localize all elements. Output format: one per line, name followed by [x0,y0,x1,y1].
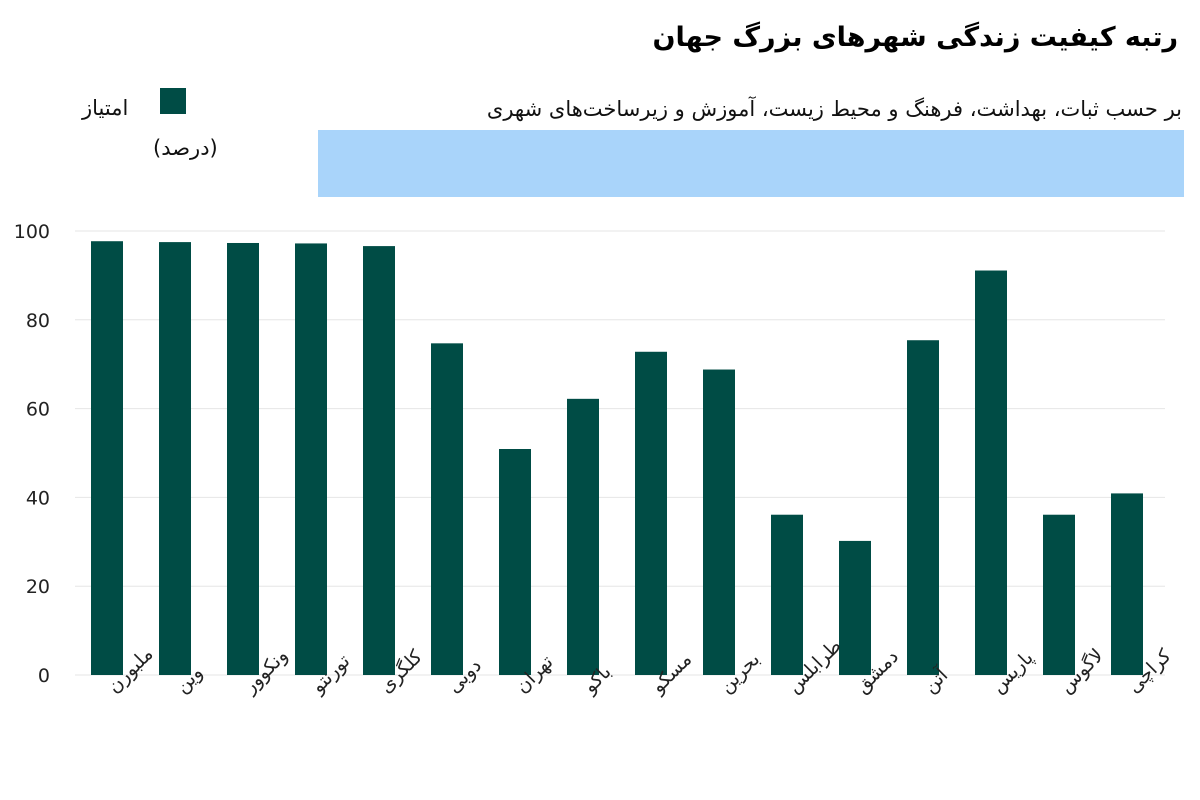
bar [431,343,463,675]
bar [499,449,531,675]
chart-subtitle: بر حسب ثبات، بهداشت، فرهنگ و محیط زیست، … [486,97,1182,121]
bar [567,398,599,675]
bar [1043,514,1075,675]
subtitle-highlight-band [318,130,1184,197]
bar [1111,493,1143,675]
y-tick-label: 80 [26,310,50,332]
bar [91,241,123,675]
bar [227,242,259,675]
y-tick-label: 100 [14,221,50,243]
legend-swatch [160,88,186,114]
bar [159,242,191,675]
bar [363,246,395,675]
bar [295,243,327,675]
legend-unit: (درصد) [153,136,218,160]
chart-title: رتبه کیفیت زندگی شهرهای بزرگ جهان [652,22,1179,53]
y-tick-labels: 0 20 40 60 80 100 [14,221,50,687]
y-tick-label: 20 [26,576,50,598]
bar [975,270,1007,675]
bar [907,340,939,675]
bars [91,241,1143,675]
y-tick-label: 40 [26,487,50,509]
bar [703,369,735,675]
bar [839,540,871,675]
bar [635,351,667,675]
legend-label: امتیاز [82,96,129,120]
y-tick-label: 60 [26,399,50,421]
bar [771,514,803,675]
y-tick-label: 0 [38,665,50,687]
